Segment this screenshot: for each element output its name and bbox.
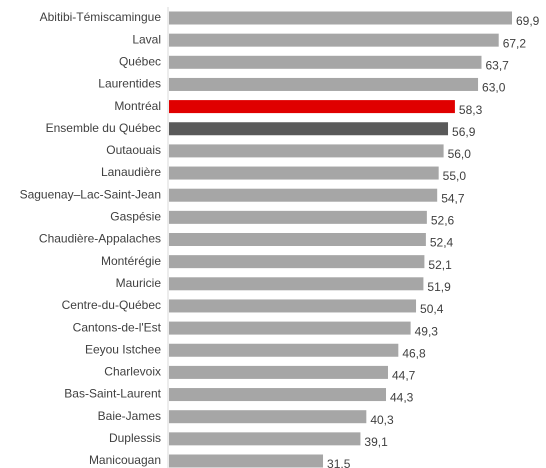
category-label: Montérégie (101, 254, 161, 268)
category-label: Centre-du-Québec (62, 298, 161, 312)
value-label: 56,9 (452, 125, 476, 139)
bar (169, 454, 324, 468)
value-label: 44,3 (390, 391, 414, 405)
value-label: 40,3 (370, 413, 394, 427)
category-label: Manicouagan (89, 453, 161, 467)
category-label: Gaspésie (110, 210, 161, 224)
category-label: Laval (132, 32, 161, 46)
bar (169, 166, 439, 180)
value-label: 55,0 (443, 169, 467, 183)
bar (169, 432, 361, 446)
value-label: 49,3 (415, 324, 439, 338)
value-label: 50,4 (420, 302, 444, 316)
category-label: Québec (119, 54, 161, 68)
category-label: Charlevoix (104, 365, 161, 379)
category-label: Ensemble du Québec (46, 121, 161, 135)
value-label: 31,5 (327, 457, 351, 468)
bar (169, 210, 427, 224)
value-label: 52,1 (428, 258, 452, 272)
category-label: Bas-Saint-Laurent (64, 387, 161, 401)
category-label: Baie-James (98, 409, 161, 423)
category-label: Cantons-de-l'Est (73, 320, 162, 334)
category-label: Mauricie (116, 276, 162, 290)
bar (169, 144, 444, 158)
bar (169, 233, 426, 246)
bar (169, 55, 482, 69)
category-label: Abitibi-Témiscamingue (40, 10, 162, 24)
value-label: 69,9 (516, 14, 540, 28)
value-label: 56,0 (448, 147, 472, 161)
bar (169, 388, 387, 402)
bar (169, 410, 367, 424)
value-label: 52,6 (431, 214, 455, 228)
value-label: 39,1 (364, 435, 388, 449)
bar (169, 277, 424, 291)
bar (169, 299, 417, 313)
category-label: Chaudière-Appalaches (39, 232, 161, 246)
value-label: 44,7 (392, 369, 416, 383)
category-label: Outaouais (106, 143, 161, 157)
value-label: 58,3 (459, 103, 483, 117)
bar (169, 100, 455, 114)
bar (169, 255, 425, 269)
category-label: Eeyou Istchee (85, 342, 161, 356)
bar (169, 11, 512, 25)
bar (169, 33, 499, 47)
value-label: 54,7 (441, 191, 465, 205)
value-label: 63,0 (482, 81, 506, 95)
value-label: 67,2 (503, 36, 527, 50)
bar (169, 188, 438, 202)
value-label: 46,8 (402, 346, 426, 360)
category-label: Lanaudière (101, 165, 161, 179)
bar (169, 343, 399, 357)
bar (169, 77, 479, 91)
value-label: 51,9 (427, 280, 451, 294)
value-label: 63,7 (485, 58, 509, 72)
bar (169, 321, 411, 335)
category-label: Montréal (114, 99, 161, 113)
value-label: 52,4 (430, 236, 454, 250)
category-label: Saguenay–Lac-Saint-Jean (20, 187, 161, 201)
category-label: Duplessis (109, 431, 161, 445)
category-label: Laurentides (98, 77, 161, 91)
bar (169, 122, 449, 136)
bar (169, 365, 388, 379)
